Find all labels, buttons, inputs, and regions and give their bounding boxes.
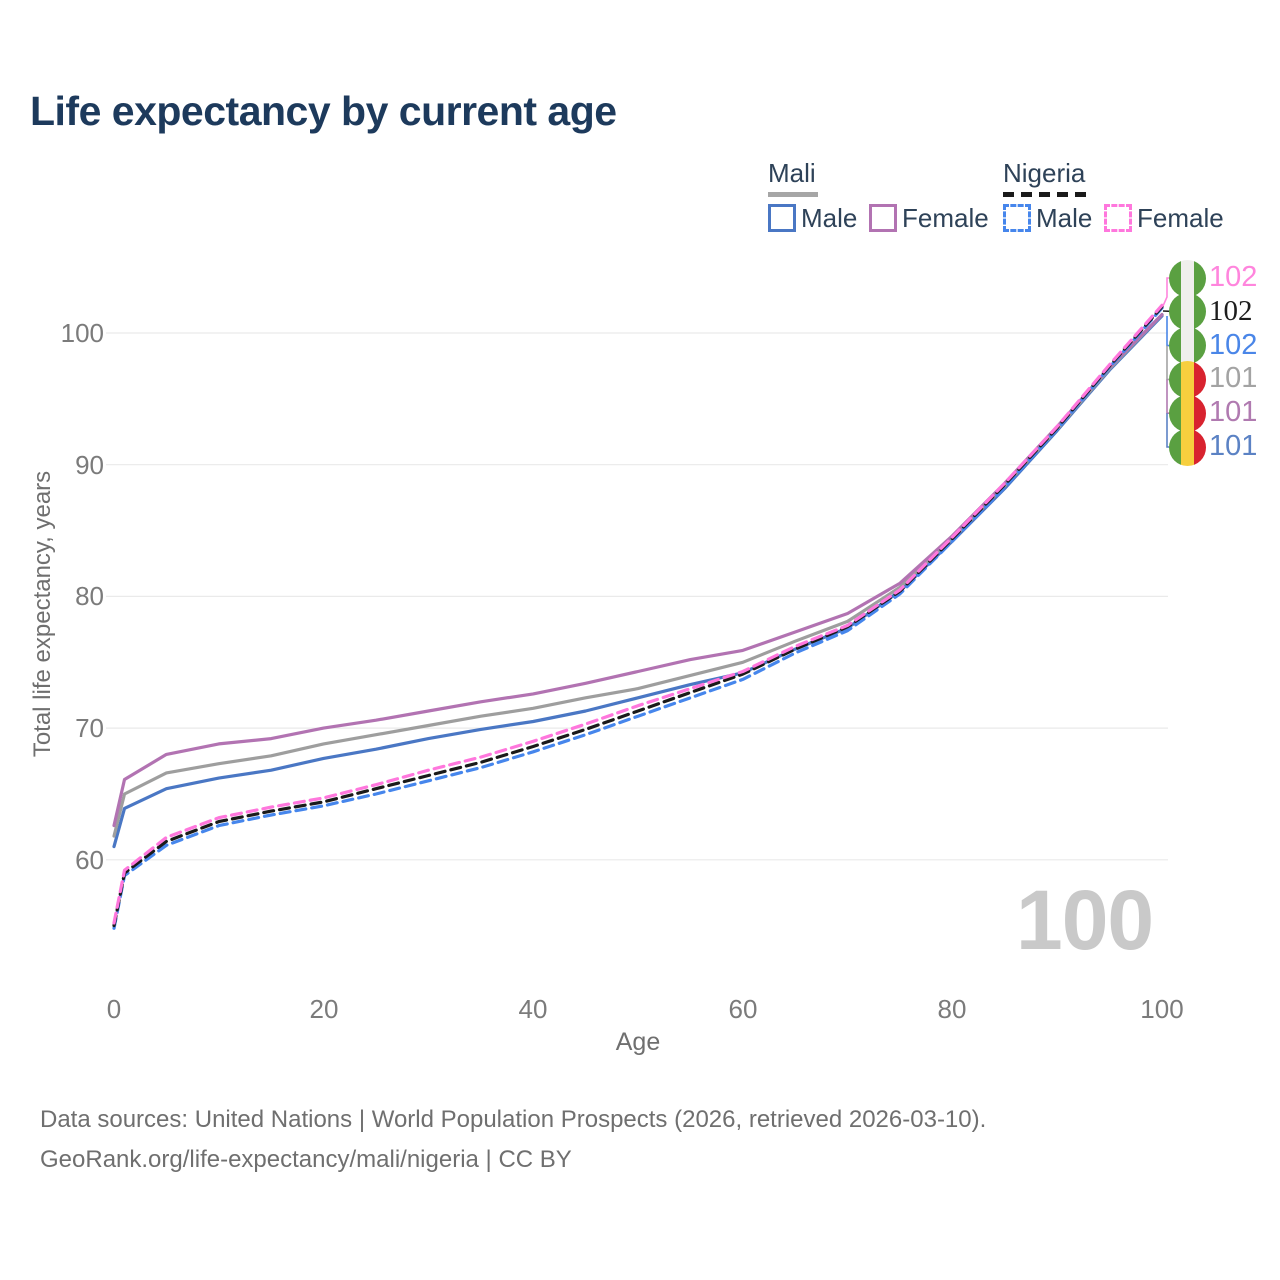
hover-age-watermark: 100: [1016, 873, 1154, 967]
series-line-nigeria-male[interactable]: [112, 306, 1164, 930]
legend-swatch-nigeria-male[interactable]: [1003, 204, 1031, 232]
mali-flag-icon: [1169, 394, 1206, 432]
y-tick-label-100: 100: [60, 318, 104, 348]
x-tick-label-80: 80: [937, 994, 967, 1024]
legend-swatch-mali-male[interactable]: [768, 204, 796, 232]
end-value-nigeria-female: 102: [1209, 261, 1258, 293]
end-value-mali-both-sexes-: 101: [1209, 362, 1258, 394]
legend-swatch-mali-female[interactable]: [869, 204, 897, 232]
series-line-mali-female[interactable]: [112, 313, 1164, 828]
nigeria-flag-icon: [1169, 259, 1206, 297]
nigeria-line-sample: [1003, 192, 1087, 197]
series-line-mali-male[interactable]: [112, 314, 1164, 849]
end-value-mali-female: 101: [1209, 396, 1258, 428]
x-axis-title: Age: [615, 1028, 661, 1056]
x-tick-label-0: 0: [106, 994, 122, 1024]
legend-swatch-nigeria-female[interactable]: [1104, 204, 1132, 232]
legend-label-nigeria-male[interactable]: Male: [1036, 203, 1093, 233]
y-tick-label-60: 60: [75, 845, 104, 875]
attribution-link-line: GeoRank.org/life-expectancy/mali/nigeria…: [40, 1146, 572, 1173]
nigeria-flag-icon: [1169, 293, 1206, 331]
legend-label-mali-female[interactable]: Female: [902, 203, 989, 233]
series-line-mali-both-sexes-[interactable]: [112, 313, 1164, 838]
x-tick-label-40: 40: [518, 994, 548, 1024]
page-title: Life expectancy by current age: [30, 88, 617, 134]
series-line-nigeria-female[interactable]: [112, 303, 1164, 925]
mali-flag-icon: [1169, 360, 1206, 398]
x-tick-label-20: 20: [309, 994, 339, 1024]
x-tick-label-100: 100: [1140, 994, 1184, 1024]
legend-label-mali-male[interactable]: Male: [801, 203, 858, 233]
nigeria-flag-icon: [1169, 327, 1206, 365]
end-value-nigeria-male: 102: [1209, 329, 1258, 361]
legend-group-nigeria-title: Nigeria: [1003, 158, 1086, 188]
mali-flag-icon: [1169, 428, 1206, 466]
mali-line-sample: [768, 192, 818, 197]
y-tick-label-70: 70: [75, 713, 104, 743]
y-tick-label-90: 90: [75, 450, 104, 480]
end-value-mali-male: 101: [1209, 430, 1258, 462]
x-tick-label-60: 60: [728, 994, 758, 1024]
data-source-line: Data sources: United Nations | World Pop…: [40, 1106, 987, 1133]
series-line-nigeria-both-sexes-[interactable]: [112, 305, 1164, 928]
y-tick-label-80: 80: [75, 581, 104, 611]
end-value-nigeria-both-sexes-: 102: [1209, 295, 1253, 327]
legend-group-mali-title: Mali: [768, 158, 816, 188]
legend-label-nigeria-female[interactable]: Female: [1137, 203, 1224, 233]
